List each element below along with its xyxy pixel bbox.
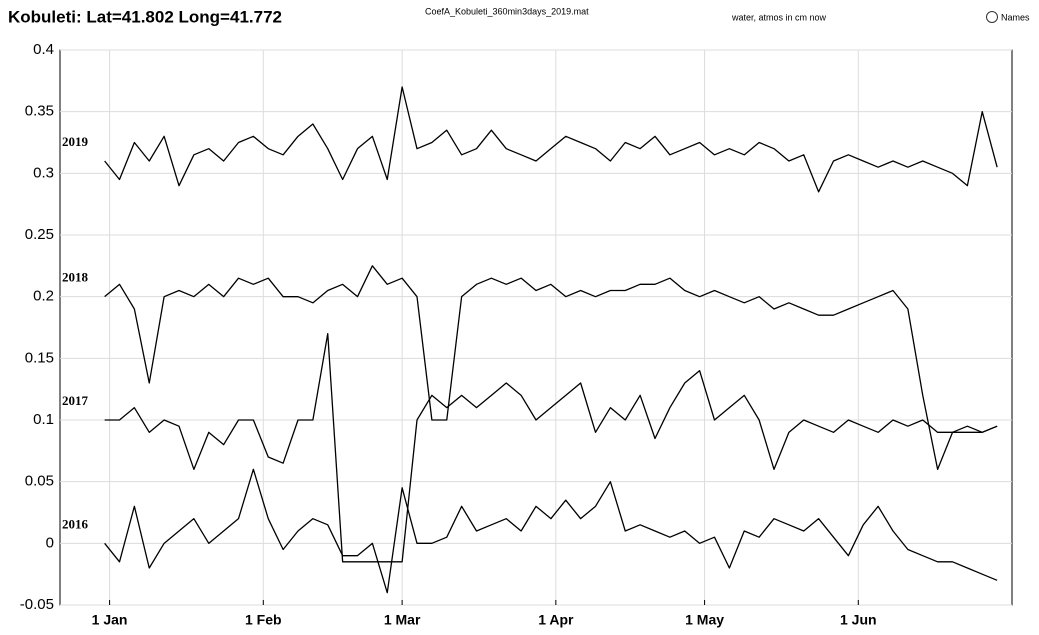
series-label: 2016 [62,516,89,531]
chart-title: Kobuleti: Lat=41.802 Long=41.772 [8,7,282,26]
x-tick-label: 1 Apr [538,612,574,628]
chart-subtitle: CoefA_Kobuleti_360min3days_2019.mat [425,6,589,16]
y-tick-label: 0.2 [33,288,54,305]
x-tick-label: 1 Jan [92,612,128,628]
series-line [104,468,998,594]
series-label: 2018 [62,270,89,285]
y-tick-label: 0.05 [25,473,54,490]
y-tick-label: 0.1 [33,411,54,428]
note: water, atmos in cm now [731,12,827,22]
series-line [104,333,998,563]
y-tick-label: 0.25 [25,226,54,243]
names-option[interactable]: Names [986,11,1031,23]
y-tick-label: 0.4 [33,41,54,58]
series-label: 2017 [62,393,89,408]
y-tick-label: 0.35 [25,103,54,120]
y-tick-label: -0.05 [20,596,54,613]
names-label[interactable]: Names [1001,12,1030,22]
series-label: 2019 [62,134,89,149]
x-tick-label: 1 Jun [840,612,877,628]
series-line [104,86,998,193]
y-tick-label: 0.3 [33,164,54,181]
x-tick-label: 1 May [685,612,724,628]
y-tick-label: 0 [46,534,54,551]
series-line [104,265,998,470]
y-tick-label: 0.15 [25,349,54,366]
plot-area [59,49,1013,606]
x-tick-label: 1 Mar [384,612,421,628]
x-tick-label: 1 Feb [245,612,282,628]
radio-button[interactable] [986,11,998,23]
